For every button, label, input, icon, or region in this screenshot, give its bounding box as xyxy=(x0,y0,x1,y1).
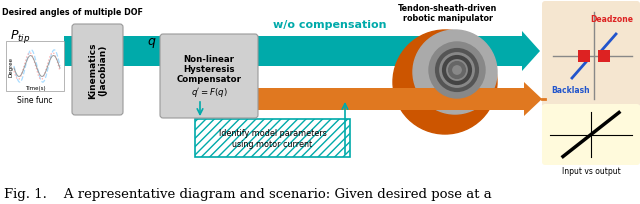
FancyBboxPatch shape xyxy=(160,35,258,118)
Bar xyxy=(195,119,350,157)
Text: w/ compensation: w/ compensation xyxy=(302,88,408,98)
Text: Identify model parameters
using motor current: Identify model parameters using motor cu… xyxy=(219,129,326,148)
Text: w/o compensation: w/o compensation xyxy=(273,20,387,30)
Bar xyxy=(195,119,350,157)
FancyBboxPatch shape xyxy=(72,25,123,115)
FancyArrow shape xyxy=(65,32,540,72)
Bar xyxy=(578,51,590,63)
FancyBboxPatch shape xyxy=(542,104,640,165)
Text: Sine func: Sine func xyxy=(17,95,52,104)
Text: Time(s): Time(s) xyxy=(25,86,45,91)
Circle shape xyxy=(429,43,485,99)
Text: Kinematics
(Jacobian): Kinematics (Jacobian) xyxy=(88,42,108,98)
FancyArrow shape xyxy=(255,83,542,116)
Text: Backlash: Backlash xyxy=(551,86,589,94)
Text: Fig. 1.    A representative diagram and scenario: Given desired pose at a: Fig. 1. A representative diagram and sce… xyxy=(4,187,492,200)
Text: Tendon-sheath-driven
robotic manipulator: Tendon-sheath-driven robotic manipulator xyxy=(398,4,498,23)
FancyArrow shape xyxy=(64,37,75,67)
Bar xyxy=(598,51,610,63)
Text: Input vs output: Input vs output xyxy=(562,166,620,175)
FancyBboxPatch shape xyxy=(542,2,640,108)
Text: Degree: Degree xyxy=(8,57,13,77)
Text: $q$: $q$ xyxy=(147,36,157,50)
Bar xyxy=(6,42,64,92)
Text: Deadzone: Deadzone xyxy=(590,15,633,24)
Text: Non-linear
Hysteresis
Compensator
$q' = F(q)$: Non-linear Hysteresis Compensator $q' = … xyxy=(177,54,241,99)
Text: Desired angles of multiple DOF: Desired angles of multiple DOF xyxy=(2,8,143,17)
Text: $P_{tip}$: $P_{tip}$ xyxy=(10,28,31,45)
Circle shape xyxy=(413,31,497,114)
Circle shape xyxy=(393,31,497,134)
